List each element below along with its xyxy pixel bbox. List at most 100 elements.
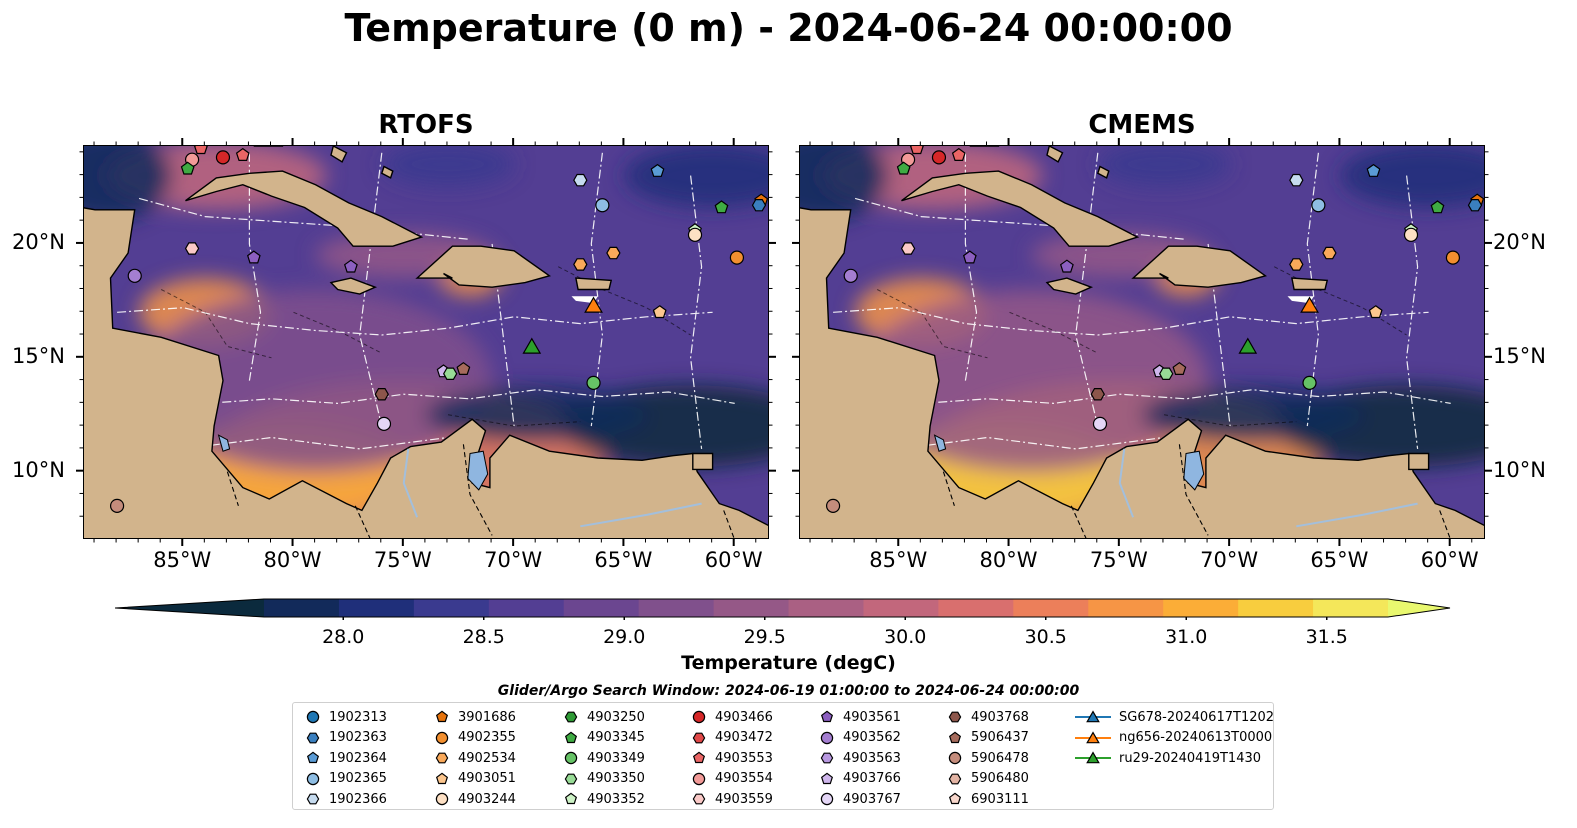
legend-item-4903767[interactable]: 4903767 <box>819 789 901 809</box>
argo-float-4903561[interactable] <box>962 250 977 264</box>
argo-float-4903244[interactable] <box>687 227 703 242</box>
argo-float-4903559[interactable] <box>184 242 200 255</box>
legend-marker[interactable] <box>435 731 449 744</box>
map-panel-cmems[interactable] <box>799 145 1485 539</box>
argo-float-4903051[interactable] <box>652 305 667 319</box>
argo-float-1902365[interactable] <box>595 198 610 213</box>
legend-item-4903768[interactable]: 4903768 <box>947 707 1029 727</box>
argo-float-1902363[interactable] <box>1467 198 1483 212</box>
legend-item-4903561[interactable]: 4903561 <box>819 707 901 727</box>
glider-ru29[interactable] <box>1238 337 1258 354</box>
legend-marker[interactable] <box>948 773 962 784</box>
legend-marker[interactable] <box>820 731 834 744</box>
argo-float-4903349[interactable] <box>1302 375 1317 390</box>
argo-float-4903553[interactable] <box>909 146 924 155</box>
argo-float-5906437[interactable] <box>1172 361 1187 375</box>
legend-item-4903352[interactable]: 4903352 <box>563 789 645 809</box>
legend-marker[interactable] <box>564 773 578 784</box>
argo-float-4903553[interactable] <box>235 147 250 161</box>
legend-marker[interactable] <box>820 772 834 784</box>
argo-float-4902355[interactable] <box>1445 250 1461 265</box>
argo-float-4903244[interactable] <box>1403 227 1419 242</box>
argo-float-4903350[interactable] <box>443 367 458 380</box>
argo-float-4903345[interactable] <box>714 200 729 214</box>
argo-float-4903561[interactable] <box>1059 259 1074 273</box>
legend-marker[interactable] <box>692 793 706 805</box>
glider-ru29[interactable] <box>522 337 542 354</box>
argo-float-1902364[interactable] <box>1366 163 1381 177</box>
legend-marker[interactable] <box>948 792 962 805</box>
glider-ng656[interactable] <box>1300 296 1319 313</box>
legend-marker[interactable] <box>692 751 706 764</box>
argo-float-4902534[interactable] <box>573 258 588 271</box>
legend-marker[interactable] <box>435 772 449 784</box>
argo-float-5906437[interactable] <box>456 361 471 375</box>
legend-item-4903466[interactable]: 4903466 <box>691 707 773 727</box>
legend-marker[interactable] <box>820 792 834 806</box>
legend-item-1902313[interactable]: 1902313 <box>305 707 387 727</box>
legend-marker[interactable] <box>435 710 449 723</box>
legend-marker[interactable] <box>1086 710 1100 723</box>
legend-item-4903350[interactable]: 4903350 <box>563 769 645 789</box>
legend-marker[interactable] <box>564 731 578 743</box>
argo-float-5906478[interactable] <box>109 498 125 513</box>
legend-marker[interactable] <box>306 772 320 785</box>
legend-marker[interactable] <box>564 792 578 805</box>
legend-item-4903554[interactable]: 4903554 <box>691 769 773 789</box>
legend-marker[interactable] <box>948 751 962 765</box>
argo-float-4903562[interactable] <box>127 268 142 283</box>
legend-item-4903244[interactable]: 4903244 <box>434 789 516 809</box>
legend-item-ng656-20240613T0000[interactable]: ng656-20240613T0000 <box>1075 728 1272 748</box>
argo-float-5906478[interactable] <box>825 498 841 513</box>
legend-item-4903562[interactable]: 4903562 <box>819 728 901 748</box>
argo-float-4903345[interactable] <box>1430 200 1445 214</box>
argo-float-1902366[interactable] <box>573 173 588 187</box>
legend-marker[interactable] <box>306 710 320 724</box>
legend-item-4903559[interactable]: 4903559 <box>691 789 773 809</box>
argo-float-1902363[interactable] <box>751 198 767 212</box>
argo-float-4903767[interactable] <box>376 416 392 431</box>
argo-float-4903349[interactable] <box>586 375 601 390</box>
argo-float-4903559[interactable] <box>900 242 916 255</box>
legend-item-4902534[interactable]: 4902534 <box>434 748 516 768</box>
legend-item-4903472[interactable]: 4903472 <box>691 728 773 748</box>
legend-marker[interactable] <box>564 711 578 723</box>
legend-marker[interactable] <box>306 751 320 764</box>
argo-float-4902534[interactable] <box>1322 246 1337 260</box>
legend-marker[interactable] <box>692 710 706 724</box>
argo-float-4903345[interactable] <box>896 161 911 175</box>
argo-float-4903553[interactable] <box>951 147 966 161</box>
legend-marker[interactable] <box>820 710 834 723</box>
glider-ng656[interactable] <box>584 296 603 313</box>
legend-item-5906437[interactable]: 5906437 <box>947 728 1029 748</box>
argo-float-4903767[interactable] <box>1092 416 1108 431</box>
legend-item-4903349[interactable]: 4903349 <box>563 748 645 768</box>
legend-item-4903345[interactable]: 4903345 <box>563 728 645 748</box>
argo-float-4903466[interactable] <box>931 150 947 165</box>
map-panel-rtofs[interactable] <box>83 145 769 539</box>
legend-item-4902355[interactable]: 4902355 <box>434 728 516 748</box>
legend-item-4903051[interactable]: 4903051 <box>434 769 516 789</box>
legend-item-SG678-20240617T1202[interactable]: SG678-20240617T1202 <box>1075 707 1274 727</box>
legend-marker[interactable] <box>306 793 320 805</box>
argo-float-4902534[interactable] <box>1289 258 1304 271</box>
legend-marker[interactable] <box>948 711 962 723</box>
argo-float-4903562[interactable] <box>843 268 858 283</box>
legend-marker[interactable] <box>1086 751 1100 764</box>
legend-item-6903111[interactable]: 6903111 <box>947 789 1029 809</box>
legend-marker[interactable] <box>1086 730 1100 743</box>
legend-item-ru29-20240419T1430[interactable]: ru29-20240419T1430 <box>1075 748 1261 768</box>
legend-item-1902363[interactable]: 1902363 <box>305 728 387 748</box>
legend-marker[interactable] <box>564 751 578 765</box>
argo-float-4903350[interactable] <box>1159 367 1174 380</box>
legend-marker[interactable] <box>435 792 449 806</box>
argo-float-4903561[interactable] <box>246 250 261 264</box>
argo-float-1902365[interactable] <box>1311 198 1326 213</box>
argo-float-1902366[interactable] <box>1289 173 1304 187</box>
argo-float-4902534[interactable] <box>606 246 621 260</box>
legend-item-1902364[interactable]: 1902364 <box>305 748 387 768</box>
legend-item-3901686[interactable]: 3901686 <box>434 707 516 727</box>
argo-float-4903768[interactable] <box>1090 388 1105 401</box>
legend-item-4903563[interactable]: 4903563 <box>819 748 901 768</box>
legend-marker[interactable] <box>820 752 834 764</box>
